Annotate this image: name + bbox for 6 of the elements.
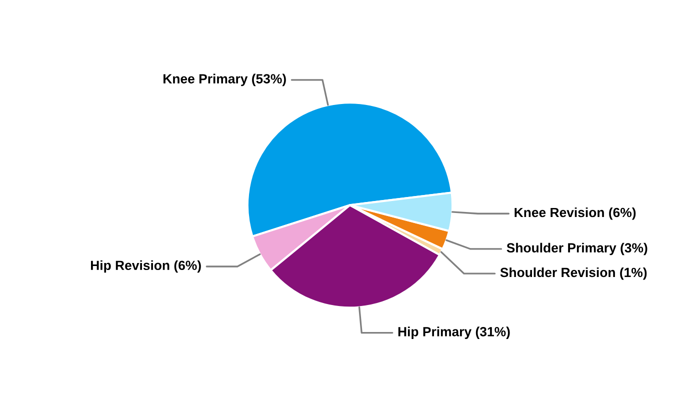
slice-label: Hip Primary (31%): [398, 326, 510, 339]
slice-label: Shoulder Primary (3%): [506, 242, 648, 256]
slice-label: Hip Revision (6%): [90, 260, 201, 273]
slice-label: Knee Revision (6%): [514, 207, 636, 220]
slice-label: Knee Primary (53%): [164, 74, 286, 86]
slice-label: Shoulder Revision (1%): [500, 267, 647, 280]
